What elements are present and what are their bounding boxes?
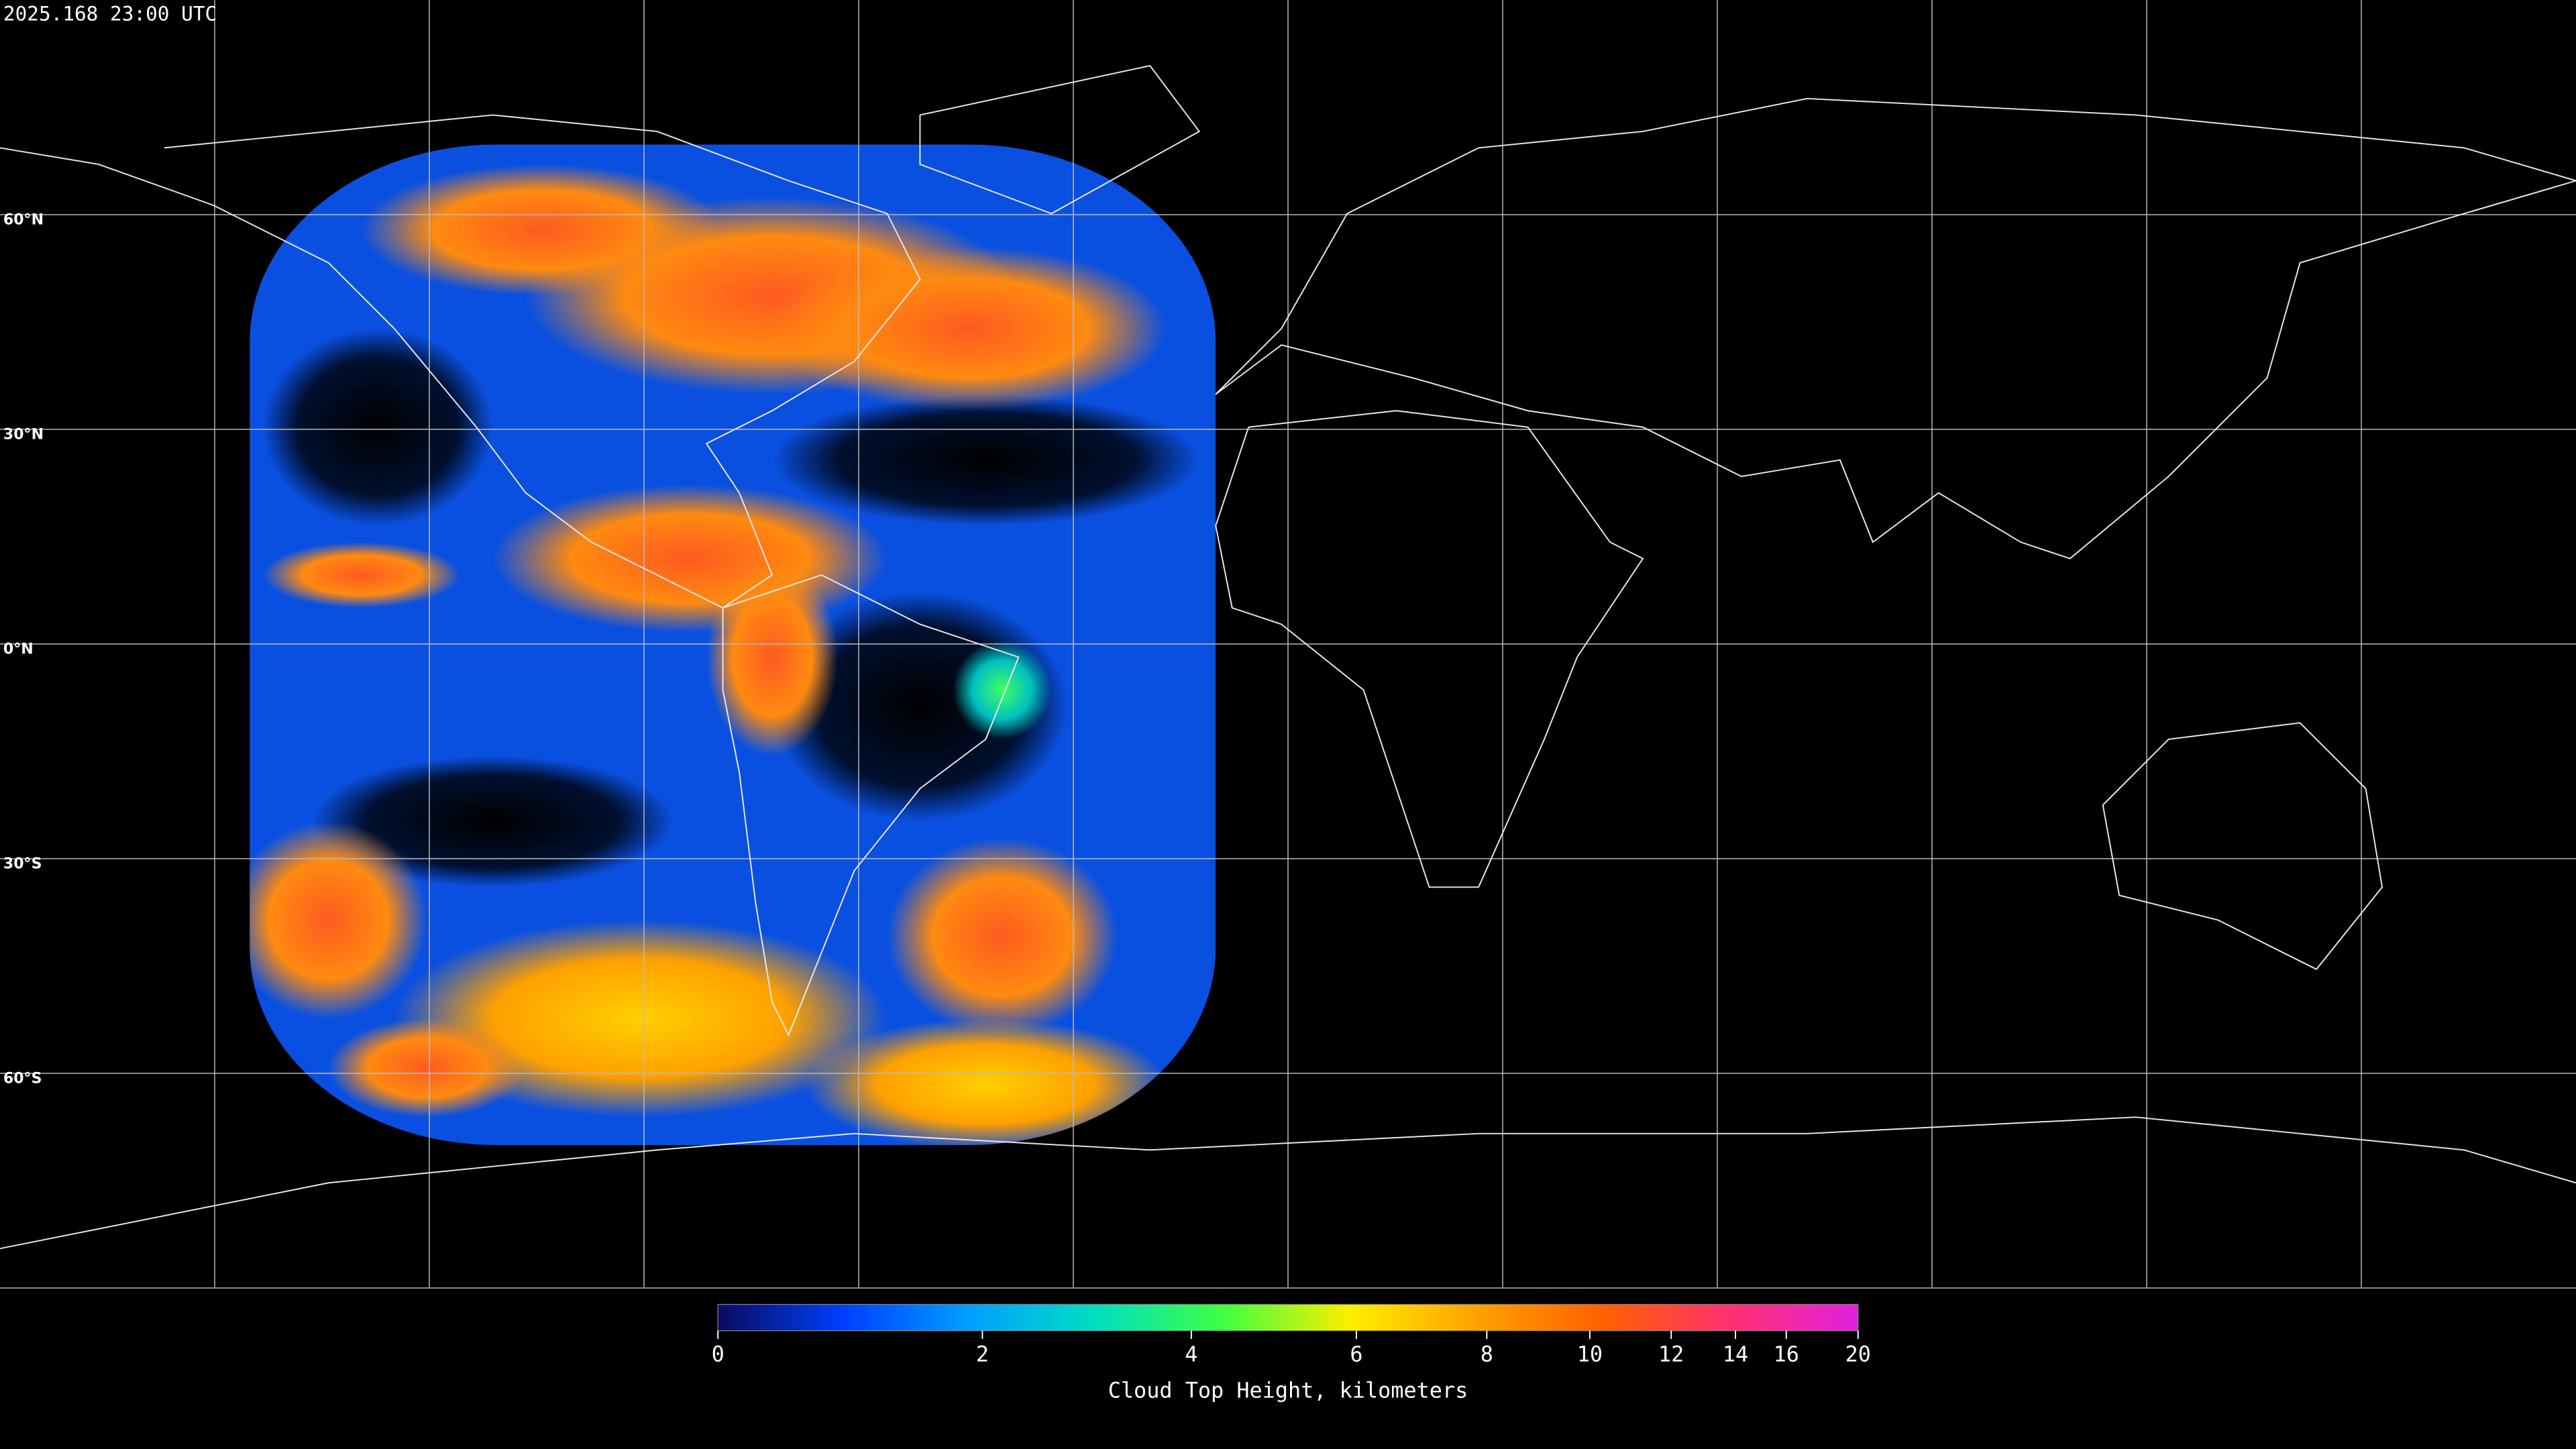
- latitude-label: 60°N: [3, 212, 44, 229]
- graticule: [0, 0, 2576, 1288]
- colorbar-tick-label: 0: [712, 1341, 724, 1366]
- coastlines: [0, 64, 2576, 1250]
- colorbar-tick-label: 2: [976, 1341, 989, 1366]
- colorbar-tick-label: 16: [1774, 1341, 1799, 1366]
- colorbar-title: Cloud Top Height, kilometers: [1108, 1377, 1468, 1403]
- colorbar-tick-label: 4: [1185, 1341, 1197, 1366]
- latitude-label: 0°N: [3, 641, 34, 658]
- colorbar-tick-label: 20: [1845, 1341, 1871, 1366]
- timestamp: 2025.168 23:00 UTC: [3, 3, 217, 25]
- colorbar-tick-label: 14: [1723, 1341, 1748, 1366]
- latitude-label: 30°S: [3, 856, 42, 873]
- satellite-image: [250, 144, 1216, 1145]
- colorbar-tick-label: 6: [1350, 1341, 1362, 1366]
- latitude-label: 60°S: [3, 1071, 42, 1087]
- colorbar-tick-label: 12: [1658, 1341, 1684, 1366]
- colorbar-tick-label: 10: [1577, 1341, 1603, 1366]
- colorbar-tick-label: 8: [1481, 1341, 1493, 1366]
- latitude-label: 30°N: [3, 427, 44, 443]
- colorbar: [717, 1303, 1859, 1332]
